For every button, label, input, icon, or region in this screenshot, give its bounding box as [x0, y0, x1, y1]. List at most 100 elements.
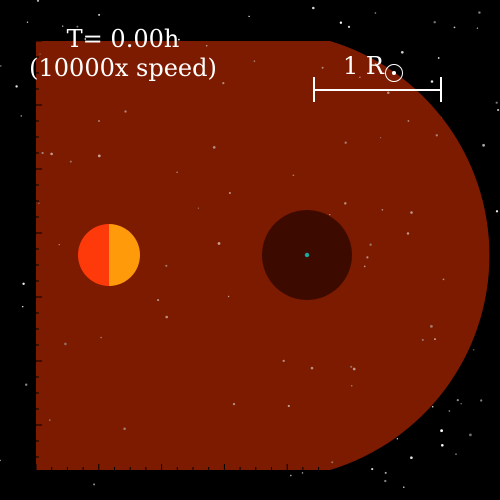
star — [431, 405, 434, 408]
star — [76, 25, 79, 28]
star — [38, 202, 40, 205]
star — [359, 76, 361, 79]
star — [212, 146, 216, 149]
star — [222, 81, 225, 85]
star — [25, 383, 28, 386]
star — [41, 151, 44, 155]
star — [310, 366, 314, 370]
star — [478, 11, 481, 14]
star — [430, 325, 433, 328]
star — [430, 80, 434, 83]
scale-bar — [313, 77, 442, 102]
star — [329, 213, 331, 216]
star — [26, 21, 29, 23]
star — [232, 402, 236, 406]
star — [469, 433, 472, 437]
star — [124, 110, 127, 113]
star — [374, 12, 377, 14]
star — [253, 60, 256, 62]
star — [248, 15, 250, 18]
star — [84, 38, 87, 40]
star — [384, 479, 387, 483]
star — [157, 299, 160, 302]
star — [379, 137, 382, 139]
star — [0, 459, 1, 462]
star — [48, 419, 51, 421]
star — [476, 27, 479, 29]
scale-bar-label: 1 R — [343, 53, 403, 82]
star — [421, 338, 424, 341]
star — [344, 141, 347, 144]
star — [69, 160, 72, 163]
star — [20, 115, 23, 117]
star — [369, 243, 372, 246]
star — [347, 25, 351, 29]
star — [410, 456, 413, 460]
star — [350, 384, 353, 387]
star — [406, 232, 410, 235]
star — [433, 20, 436, 24]
star — [384, 471, 387, 474]
star — [350, 365, 353, 368]
star — [453, 26, 456, 29]
star — [0, 64, 2, 67]
star — [410, 211, 413, 214]
star — [321, 66, 324, 69]
star — [21, 305, 24, 308]
star — [58, 244, 60, 246]
star — [98, 120, 100, 122]
star — [100, 336, 102, 339]
star — [366, 256, 369, 259]
star — [228, 191, 231, 195]
star — [437, 57, 440, 59]
star — [472, 349, 475, 351]
star — [15, 85, 18, 88]
star — [50, 152, 53, 156]
star — [455, 453, 457, 456]
star — [482, 143, 485, 147]
star — [440, 429, 443, 433]
star — [282, 359, 285, 363]
star — [97, 154, 101, 158]
time-label: T= 0.00h — [66, 25, 180, 53]
star — [205, 44, 208, 47]
star — [407, 120, 410, 122]
star — [98, 13, 101, 16]
star — [363, 265, 366, 268]
star — [178, 38, 180, 41]
star — [495, 210, 499, 213]
companion-star — [78, 224, 140, 286]
star — [287, 404, 290, 408]
companion-star-right-half — [109, 224, 140, 286]
star — [312, 6, 315, 10]
star — [387, 91, 390, 95]
star — [123, 427, 126, 431]
star — [217, 242, 221, 245]
star — [292, 174, 295, 177]
star — [197, 207, 200, 209]
star — [339, 21, 343, 24]
companion-star-left-half — [78, 224, 109, 286]
star — [22, 282, 25, 286]
star — [344, 202, 347, 205]
star — [301, 472, 304, 474]
star — [381, 209, 384, 211]
star — [227, 295, 230, 298]
sun-symbol-icon — [384, 64, 403, 82]
star — [62, 25, 64, 27]
star — [496, 108, 500, 112]
star — [396, 438, 399, 440]
scale-bar-text: 1 R — [343, 52, 384, 80]
star-field-overlay — [0, 11, 498, 486]
star — [374, 63, 377, 65]
core-center-particle — [304, 252, 310, 258]
star — [460, 403, 462, 405]
star — [434, 338, 436, 341]
star — [403, 486, 405, 488]
star — [64, 342, 67, 346]
star — [495, 101, 498, 104]
star — [480, 399, 483, 402]
star — [331, 461, 334, 464]
star — [448, 410, 451, 412]
